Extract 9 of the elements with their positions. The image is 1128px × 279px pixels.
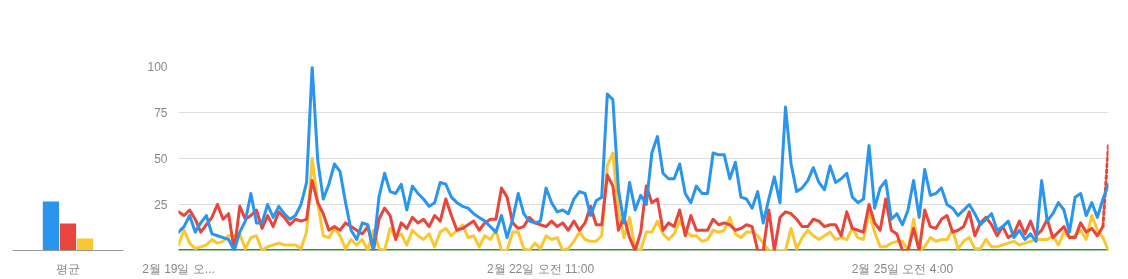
y-tick-label: 25 [154,198,168,212]
line-series [178,66,1109,251]
x-tick-label: 2월 19일 오... [142,261,215,276]
y-tick-label: 50 [154,152,168,166]
y-tick-label: 75 [154,106,168,120]
x-tick-label: 2월 25일 오전 4:00 [851,261,954,276]
x-tick-label: 2월 22일 오전 11:00 [486,261,595,276]
x-tick-label: 평균 [56,261,80,276]
y-tick-label: 100 [147,60,168,74]
